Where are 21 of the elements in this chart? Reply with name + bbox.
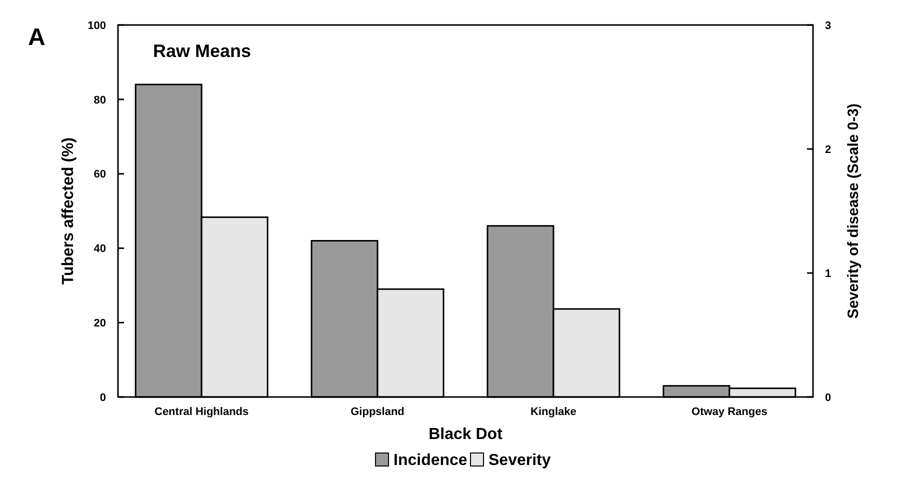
y-tick-label: 80 <box>94 94 106 106</box>
x-tick-label: Gippsland <box>350 406 404 418</box>
x-tick-label: Kinglake <box>530 406 576 418</box>
y2-tick-label: 3 <box>825 20 832 32</box>
x-axis-title: Black Dot <box>428 426 504 443</box>
text: Raw Means <box>153 41 252 61</box>
legend-label: Incidence <box>394 452 468 469</box>
y2-tick-label: 1 <box>825 268 832 280</box>
y2-tick-label: 2 <box>825 144 832 156</box>
y2-axis-title: Severity of disease (Scale 0-3) <box>845 103 862 319</box>
x-tick-label: Otway Ranges <box>692 406 768 418</box>
text: A <box>28 24 46 51</box>
y-tick-label: 20 <box>94 317 106 330</box>
y-tick-label: 60 <box>94 168 106 181</box>
legend-label: Severity <box>488 452 551 469</box>
x-tick-label: Central Highlands <box>154 406 249 418</box>
y2-tick-label: 0 <box>825 392 832 404</box>
y-axis-title: Tubers affected (%) <box>60 137 77 285</box>
y-tick-label: 100 <box>88 20 106 32</box>
y-tick-label: 40 <box>94 243 106 256</box>
y-tick-label: 0 <box>100 392 106 404</box>
